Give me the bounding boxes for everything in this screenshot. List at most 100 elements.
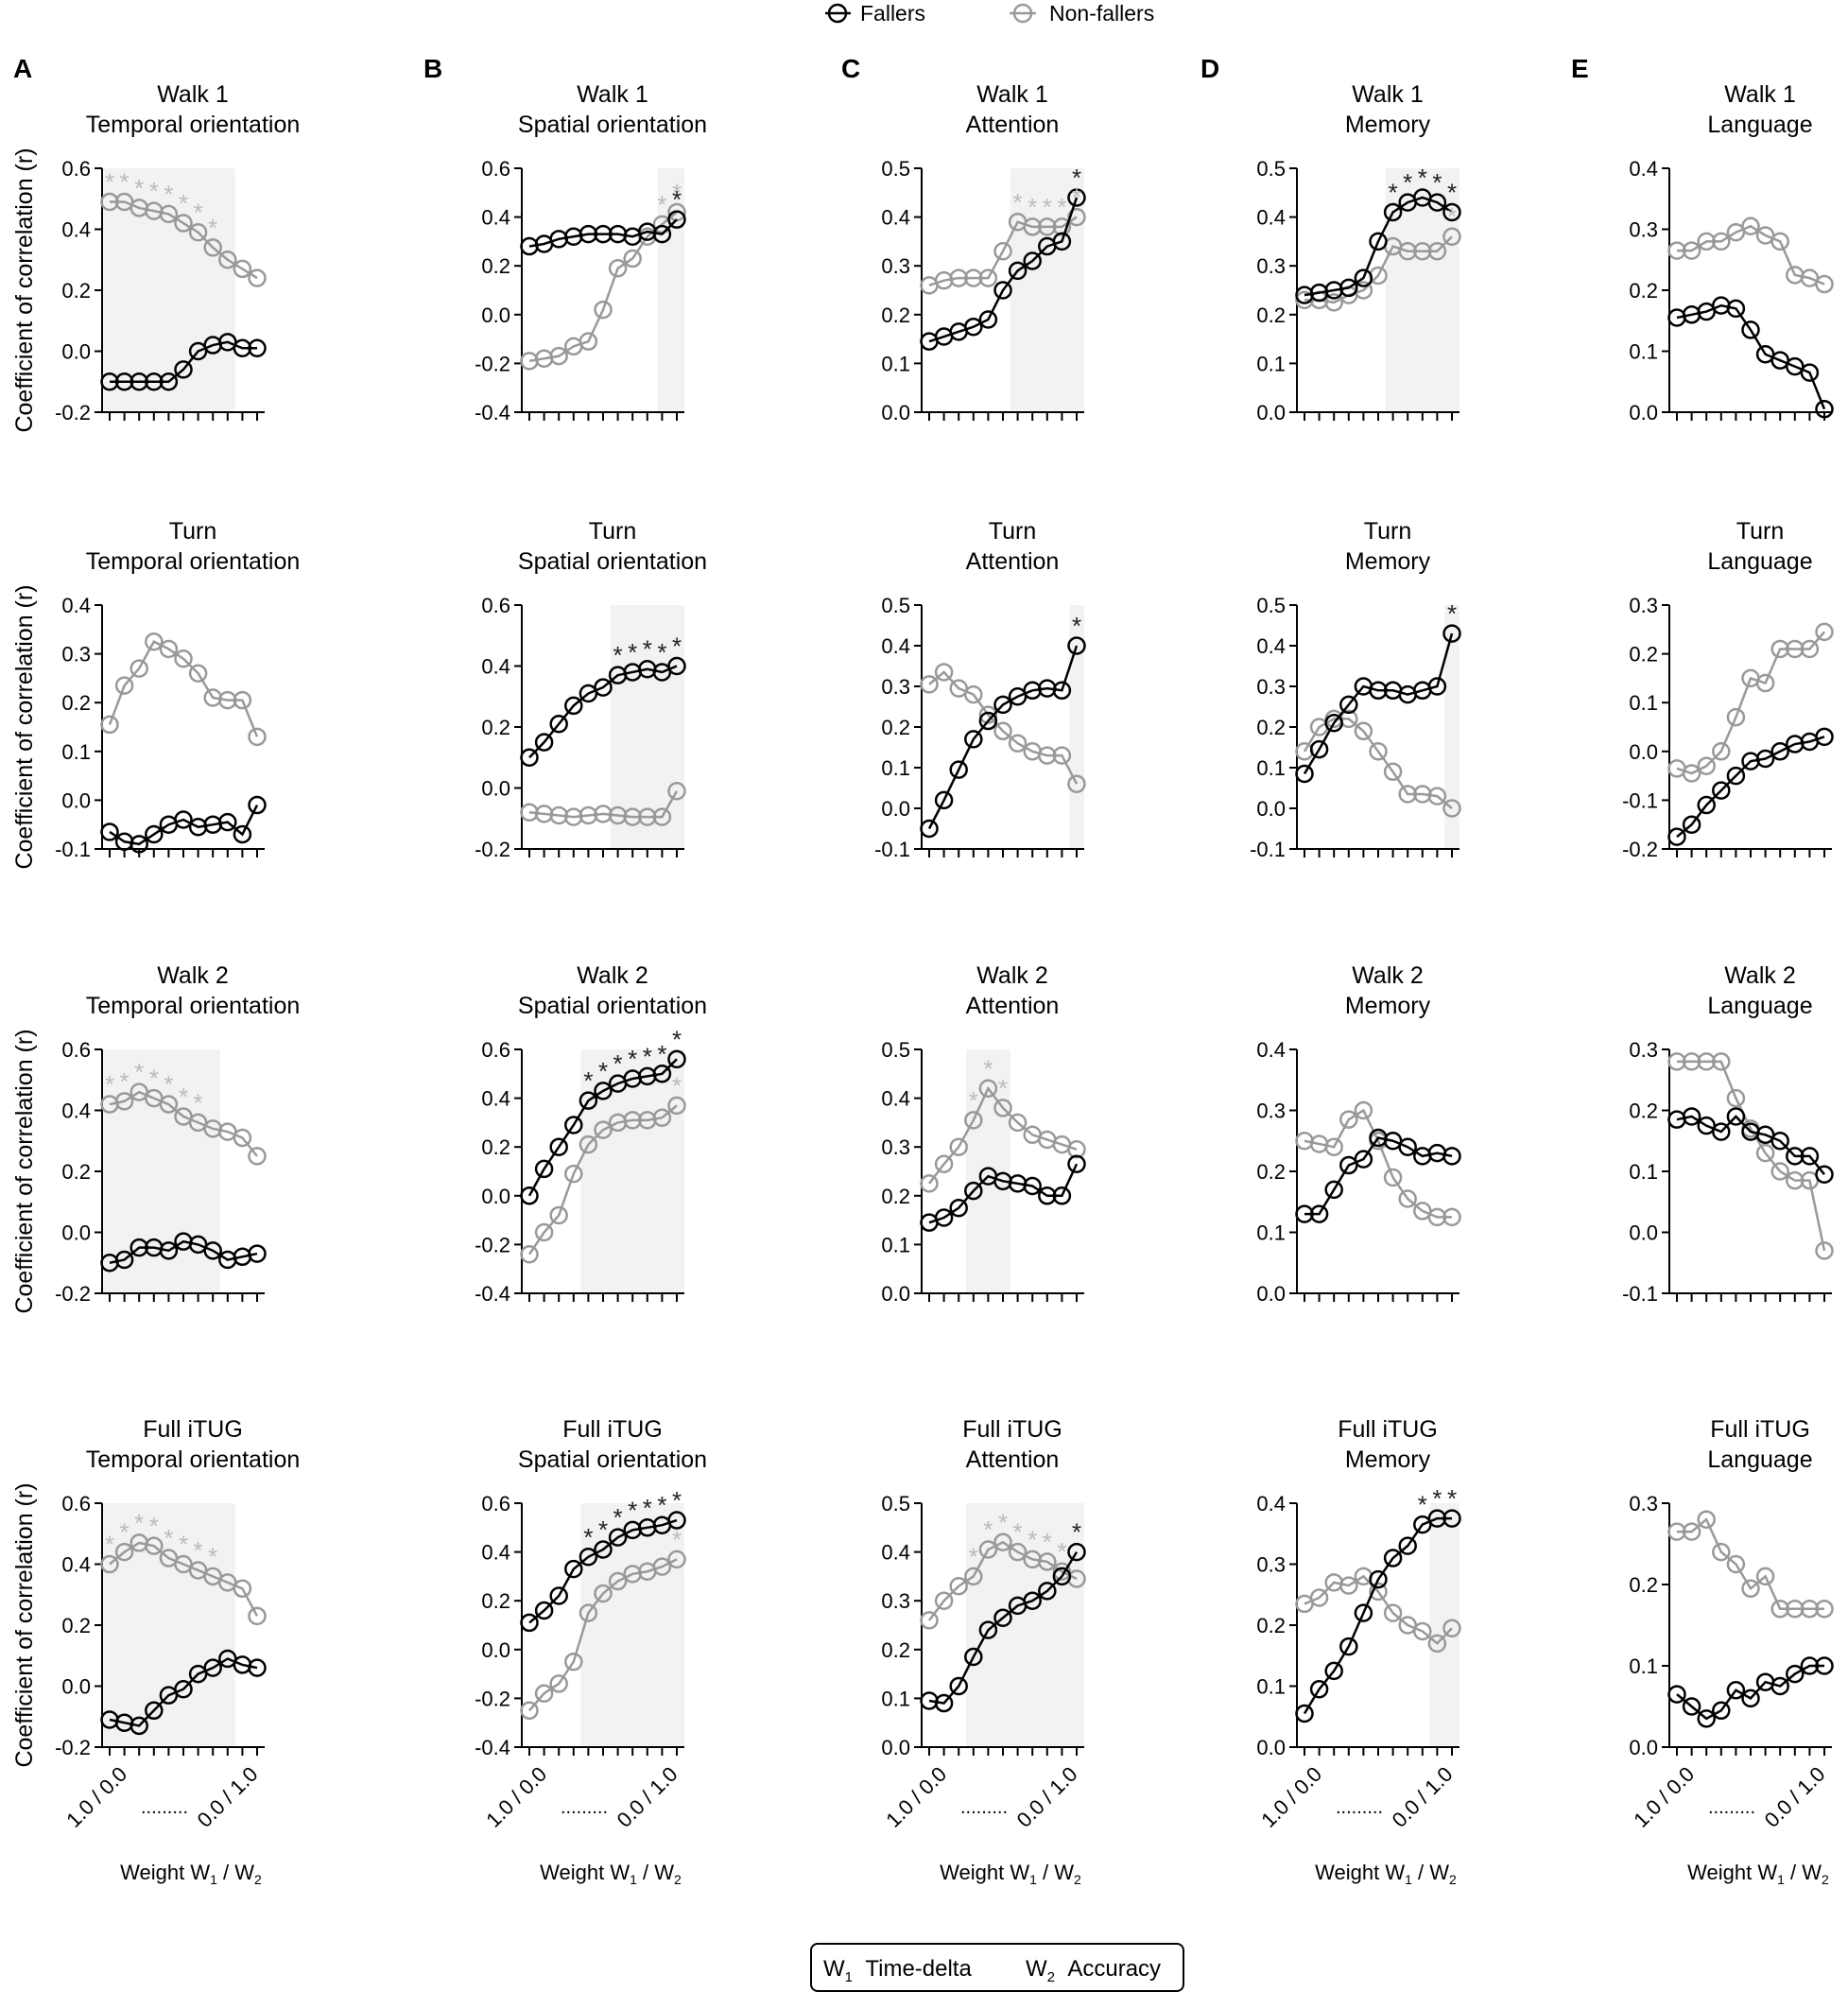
x-title-sub2: 2 xyxy=(1074,1872,1081,1887)
significance-shade xyxy=(1069,605,1084,849)
y-tick-label: 0.3 xyxy=(1629,594,1658,617)
y-tick-label: -0.2 xyxy=(55,401,91,424)
significance-star-nonfallers: * xyxy=(672,1071,682,1100)
point-nonfallers xyxy=(1023,217,1042,236)
y-tick-label: 0.4 xyxy=(1629,157,1658,181)
y-tick-label: 0.4 xyxy=(881,634,910,658)
series-line-fallers xyxy=(1676,303,1826,410)
point-nonfallers xyxy=(1667,1052,1686,1071)
significance-star-nonfallers: * xyxy=(149,1065,159,1093)
point-fallers xyxy=(978,711,998,731)
point-nonfallers xyxy=(667,781,686,801)
chart-title-line1: Turn xyxy=(989,518,1036,545)
point-nonfallers xyxy=(145,1536,164,1555)
point-nonfallers xyxy=(159,639,179,659)
chart-title-line1: Full iTUG xyxy=(143,1416,243,1443)
panel-letter-B: B xyxy=(423,54,442,83)
significance-star-nonfallers: * xyxy=(179,1531,188,1559)
point-fallers xyxy=(248,1658,267,1677)
y-tick-label: 0.0 xyxy=(61,340,91,364)
y-tick-label: 0.2 xyxy=(1629,1100,1658,1123)
point-nonfallers xyxy=(248,727,267,747)
significance-star-nonfallers: * xyxy=(134,174,144,202)
significance-shade xyxy=(657,168,684,412)
chart-title-line1: Walk 1 xyxy=(976,81,1047,108)
y-tick-label: 0.2 xyxy=(481,1135,510,1159)
y-tick-label: 0.6 xyxy=(481,157,510,181)
point-fallers xyxy=(1786,1147,1805,1166)
y-tick-label: 0.2 xyxy=(61,279,91,303)
point-fallers xyxy=(549,1137,568,1156)
point-nonfallers xyxy=(594,1584,613,1603)
y-tick-label: 0.2 xyxy=(1629,643,1658,667)
x-title-sub1: 1 xyxy=(1777,1872,1785,1887)
point-fallers xyxy=(1023,1176,1042,1196)
significance-star-fallers: * xyxy=(672,1025,682,1053)
point-fallers xyxy=(159,1241,179,1260)
x-title-part: Weight W xyxy=(1315,1861,1405,1884)
x-title-sub1: 1 xyxy=(630,1872,637,1887)
y-tick-label: 0.4 xyxy=(1256,634,1286,658)
point-nonfallers xyxy=(1427,241,1447,261)
point-fallers xyxy=(1067,636,1086,655)
point-fallers xyxy=(1023,1591,1042,1610)
point-fallers xyxy=(1800,363,1820,382)
chart-title-line1: Turn xyxy=(1736,518,1784,545)
point-fallers xyxy=(1770,742,1789,761)
panel-letter-D: D xyxy=(1200,54,1219,83)
point-fallers xyxy=(964,1181,983,1201)
point-fallers xyxy=(1697,795,1716,815)
point-nonfallers xyxy=(920,675,939,694)
point-fallers xyxy=(1354,268,1373,287)
point-fallers xyxy=(564,1116,583,1134)
point-nonfallers xyxy=(993,721,1012,741)
point-nonfallers xyxy=(1682,241,1701,260)
y-tick-label: 0.0 xyxy=(881,1736,910,1759)
w2-subscript: 2 xyxy=(1046,1968,1055,1985)
y-tick-label: 0.4 xyxy=(881,1087,910,1111)
significance-star-nonfallers: * xyxy=(1072,183,1081,212)
y-tick-label: 0.4 xyxy=(481,655,510,679)
point-nonfallers xyxy=(608,1571,628,1591)
chart-title-line2: Memory xyxy=(1345,548,1431,575)
y-tick-label: 0.3 xyxy=(1256,254,1286,278)
point-nonfallers xyxy=(1770,1162,1789,1181)
chart-title-line2: Temporal orientation xyxy=(86,1446,301,1473)
significance-star-fallers: * xyxy=(643,635,652,664)
point-fallers xyxy=(1324,1180,1343,1200)
point-fallers xyxy=(145,1701,164,1721)
y-tick-label: 0.6 xyxy=(481,1492,510,1515)
point-nonfallers xyxy=(233,1579,252,1599)
point-nonfallers xyxy=(1052,217,1072,236)
y-tick-label: 0.1 xyxy=(1256,1221,1286,1245)
legend-nonfallers-label: Non-fallers xyxy=(1049,1,1154,26)
point-nonfallers xyxy=(1800,639,1820,659)
significance-star-fallers: * xyxy=(1072,612,1081,640)
point-fallers xyxy=(594,678,613,697)
significance-star-fallers: * xyxy=(1447,599,1457,628)
y-tick-label: 0.2 xyxy=(881,1185,910,1208)
point-fallers xyxy=(130,1716,148,1736)
y-tick-label: -0.2 xyxy=(475,352,510,375)
y-tick-label: 0.0 xyxy=(1256,797,1286,821)
x-title-part: Weight W xyxy=(540,1861,630,1884)
chart-2-4: Walk 2 Language -0.1 0.0 0.1 0.2 0.3 xyxy=(1622,962,1834,1306)
point-nonfallers xyxy=(1697,1052,1716,1071)
point-fallers xyxy=(949,760,968,779)
chart-1-0: Turn Temporal orientation -0.1 0.0 0.1 0.2 0.3… xyxy=(55,518,300,861)
significance-star-fallers: * xyxy=(1418,1491,1427,1519)
point-fallers xyxy=(579,224,598,244)
x-end-label: 0.0 / 1.0 xyxy=(1388,1762,1458,1832)
y-tick-label: 0.5 xyxy=(1256,594,1286,617)
point-fallers xyxy=(652,224,672,244)
point-fallers xyxy=(1741,1689,1760,1708)
point-fallers xyxy=(520,1186,539,1205)
x-title-part: Weight W xyxy=(1687,1861,1777,1884)
legend-fallers-label: Fallers xyxy=(860,1,925,26)
point-fallers xyxy=(608,1528,628,1547)
y-tick-label: 0.1 xyxy=(1256,1675,1286,1699)
point-nonfallers xyxy=(1354,1100,1373,1120)
point-fallers xyxy=(1800,1147,1820,1166)
point-nonfallers xyxy=(1712,742,1731,761)
x-dots: ......... xyxy=(1336,1797,1383,1818)
